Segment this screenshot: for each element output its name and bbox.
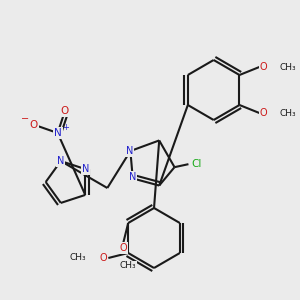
Text: N: N	[126, 146, 133, 156]
Text: +: +	[62, 124, 69, 133]
Text: CH₃: CH₃	[120, 261, 136, 270]
Text: O: O	[30, 120, 38, 130]
Text: O: O	[61, 106, 69, 116]
Text: O: O	[260, 62, 267, 72]
Text: O: O	[100, 253, 107, 263]
Text: −: −	[21, 114, 29, 124]
Text: N: N	[129, 172, 136, 182]
Text: N: N	[57, 156, 64, 166]
Text: O: O	[119, 243, 127, 253]
Text: CH₃: CH₃	[70, 254, 86, 262]
Text: N: N	[54, 128, 61, 138]
Text: CH₃: CH₃	[279, 109, 296, 118]
Text: CH₃: CH₃	[279, 62, 296, 71]
Text: O: O	[260, 108, 267, 118]
Text: N: N	[82, 164, 89, 174]
Text: Cl: Cl	[191, 159, 202, 169]
